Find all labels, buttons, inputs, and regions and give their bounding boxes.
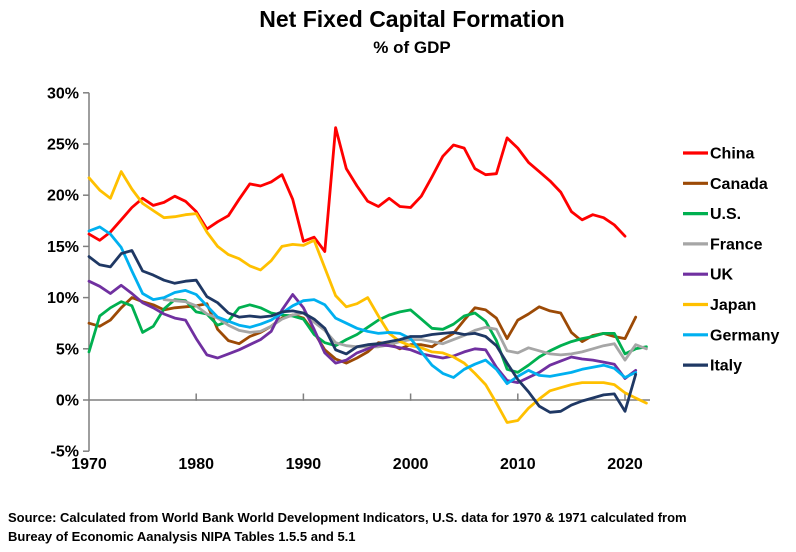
legend-label-japan: Japan (710, 297, 756, 314)
x-axis-tick-label: 2020 (607, 456, 643, 473)
source-note-line1: Source: Calculated from World Bank World… (8, 510, 687, 525)
chart-title: Net Fixed Capital Formation (259, 6, 565, 32)
y-axis-tick-label: 20% (47, 188, 79, 205)
x-axis-tick-label: 2010 (500, 456, 536, 473)
y-axis-tick-label: 5% (56, 341, 79, 358)
legend-label-france: France (710, 236, 763, 253)
x-axis-tick-label: 1970 (71, 456, 107, 473)
chart-subtitle: % of GDP (373, 38, 451, 57)
y-axis-tick-label: 15% (47, 239, 79, 256)
series-line-france (162, 298, 648, 362)
series-line-china (87, 126, 627, 253)
x-axis-tick-label: 1980 (178, 456, 214, 473)
y-axis-tick-label: 25% (47, 137, 79, 154)
y-axis-tick-label: 10% (47, 290, 79, 307)
source-note: Source: Calculated from World Bank World… (8, 508, 792, 546)
legend-label-canada: Canada (710, 176, 768, 193)
legend-label-germany: Germany (710, 327, 779, 344)
legend-label-china: China (710, 146, 755, 163)
series-line-italy (87, 249, 638, 414)
y-axis-tick-label: 30% (47, 85, 79, 102)
x-axis-tick-label: 2000 (393, 456, 429, 473)
series-line-japan (87, 170, 648, 424)
y-axis-tick-label: 0% (56, 393, 79, 410)
legend-label-italy: Italy (710, 358, 742, 375)
series-line-uk (87, 279, 638, 385)
y-axis-tick-label: -5% (51, 444, 79, 461)
legend-label-us: U.S. (710, 206, 741, 223)
legend-label-uk: UK (710, 267, 734, 284)
line-chart-plot: 30% 25% 20% 15% 10% 5% 0% -5%1970 1980 1990 2000 20… (47, 85, 780, 473)
series-line-germany (87, 225, 638, 386)
source-note-line2: Bureay of Economic Aanalysis NIPA Tables… (8, 529, 356, 544)
x-axis-tick-label: 1990 (286, 456, 322, 473)
series-line-canada (87, 296, 638, 365)
